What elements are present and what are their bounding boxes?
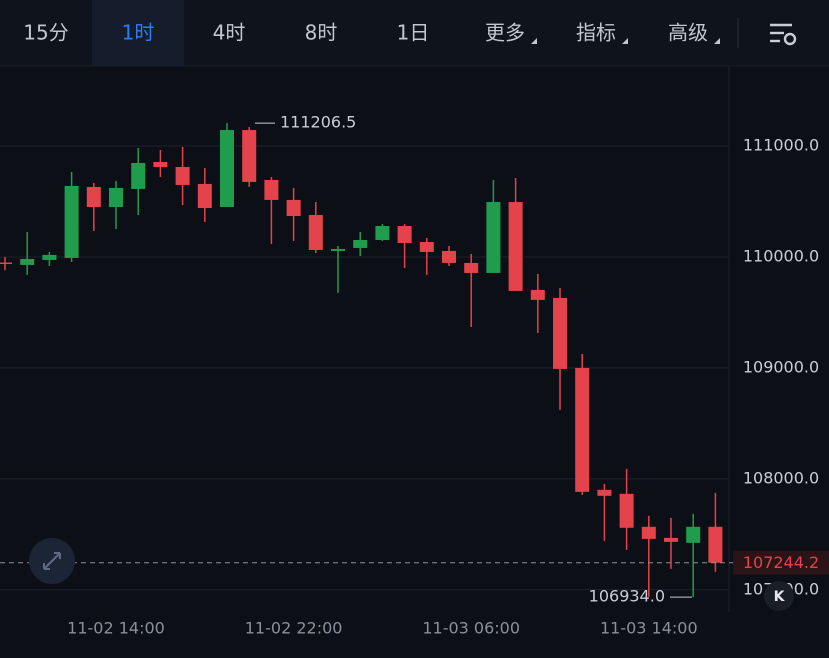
candle-body: [109, 187, 123, 208]
candle-body: [42, 254, 57, 260]
candle-body: [464, 262, 479, 273]
candle-body: [0, 262, 12, 265]
dropdown-arrow: [714, 38, 720, 44]
candle-body: [508, 202, 523, 291]
high-marker-label: 111206.5: [280, 113, 356, 132]
tab[interactable]: 1时: [122, 21, 155, 45]
candle-body: [486, 202, 501, 273]
settings-icon[interactable]: [770, 23, 797, 46]
y-tick-label: 110000.0: [743, 246, 819, 265]
current-price-label: 107244.2: [743, 553, 819, 572]
tab[interactable]: 更多: [485, 21, 525, 45]
dropdown-arrow: [622, 38, 628, 44]
candle-body: [664, 537, 678, 542]
candle-body: [308, 215, 323, 250]
tab[interactable]: 指标: [576, 21, 616, 45]
y-tick-label: 109000.0: [743, 357, 819, 376]
candle-body: [708, 526, 723, 563]
y-tick-label: 111000.0: [743, 136, 819, 155]
candle-body: [597, 489, 612, 496]
x-tick-label: 11-02 22:00: [245, 619, 343, 638]
candle-body: [242, 130, 257, 182]
candle-body: [153, 161, 168, 167]
candle-body: [442, 250, 456, 263]
x-tick-label: 11-03 14:00: [600, 619, 698, 638]
active-tab-bg: [92, 0, 184, 66]
x-tick-label: 11-02 14:00: [67, 619, 165, 638]
candle-body: [20, 258, 35, 265]
svg-text:K: K: [774, 589, 786, 605]
candle-body: [553, 297, 567, 369]
candle-body: [619, 493, 634, 528]
candle-body: [286, 199, 301, 217]
candle-body: [220, 130, 234, 208]
candle-body: [131, 162, 146, 189]
dropdown-arrow: [531, 38, 537, 44]
tab[interactable]: 8时: [305, 21, 338, 45]
candle-body: [331, 248, 345, 251]
candle-body: [641, 526, 656, 539]
candle-body: [264, 179, 279, 200]
k-button[interactable]: K: [764, 581, 794, 611]
candle-body: [175, 166, 190, 185]
candle-body: [575, 367, 590, 492]
candle-body: [686, 526, 701, 543]
candle-body: [64, 185, 79, 258]
x-tick-label: 11-03 06:00: [422, 619, 520, 638]
tab[interactable]: 4时: [213, 21, 246, 45]
candle-body: [86, 186, 101, 208]
candle-body: [530, 289, 545, 300]
low-marker-label: 106934.0: [589, 587, 665, 606]
tab[interactable]: 1日: [397, 21, 430, 45]
candle-body: [353, 239, 368, 248]
tab[interactable]: 高级: [668, 21, 708, 45]
candle-body: [197, 183, 212, 209]
candle-body: [397, 225, 412, 243]
tab[interactable]: 15分: [23, 21, 68, 45]
candle-body: [375, 225, 390, 240]
candle-body: [419, 241, 434, 252]
y-tick-label: 108000.0: [743, 468, 819, 487]
current-price-box: [733, 550, 829, 575]
expand-button[interactable]: [29, 538, 75, 584]
